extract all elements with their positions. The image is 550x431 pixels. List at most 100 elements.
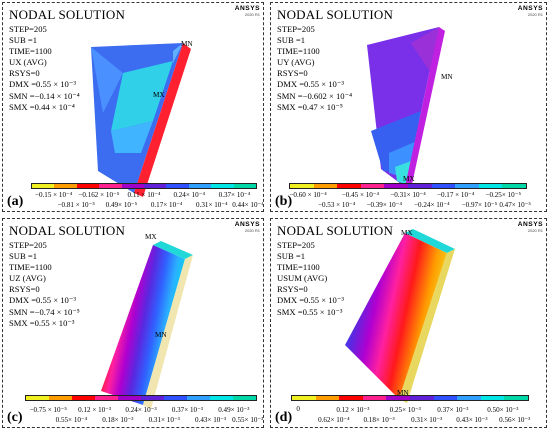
plate-top-edge [405,229,455,253]
marker-mx: MX [153,91,165,99]
legend-label: 0.25× 10⁻³ [389,406,421,414]
info-rsys: RSYS=0 [277,68,308,79]
legend-label: −0.60 × 10⁻⁴ [289,191,327,199]
legend-swatch [32,184,55,188]
info-step: STEP=205 [277,24,315,34]
ansys-logo: ANSYS 2020 R1 [517,5,543,17]
info-time: TIME=1100 [277,46,320,57]
panel-uz: MX MN NODAL SOLUTION STEP=205 SUB =1 TIM… [2,218,264,428]
legend-swatch [502,184,526,188]
legend-swatch [49,396,72,400]
panel-label: (a) [7,194,24,209]
info-sub: SUB =1 [277,251,306,262]
marker-mn: MN [181,40,193,48]
legend-label: 0.49× 10⁻⁵ [105,201,138,209]
legend-label: −0.45 × 10⁻⁴ [341,191,380,199]
legend-colorbar [291,395,529,401]
legend-swatch [455,184,479,188]
legend-swatch [433,396,458,400]
legend-label: −0.24× 10⁻⁴ [414,201,450,209]
info-smn: SMN =−0.74 × 10⁻⁵ [9,306,80,317]
marker-mn: MN [155,331,167,339]
legend-swatch [233,184,257,188]
marker-mx: MX [401,229,413,237]
contour-band [91,47,123,113]
plate-edge [399,249,455,403]
marker-mx: MX [403,175,415,183]
info-quantity: UY (AVG) [277,57,315,68]
legend-bottom-row: 0.62× 10⁻⁴ 0.18× 10⁻³ 0.31× 10⁻³ 0.43× 1… [291,415,530,425]
plate-contour [101,241,193,409]
marker-mn: MN [441,73,453,81]
legend-swatch [211,184,234,188]
marker-mx: MX [145,233,157,241]
legend-swatch [290,184,314,188]
legend-label: 0.11 × 10⁻⁴ [127,191,161,199]
panel-title: NODAL SOLUTION [9,7,126,22]
legend-swatch [339,396,363,400]
legend-bottom-row: −0.81 × 10⁻⁵ 0.49× 10⁻⁵ 0.17× 10⁻⁴ 0.31×… [31,200,263,210]
contour-band [173,43,183,63]
legend-swatch [431,184,456,188]
legend-top-row: −0.60 × 10⁻⁴ −0.45 × 10⁻⁴ −0.31× 10⁻⁴ −0… [289,190,527,200]
legend-swatch [362,396,387,400]
info-step: STEP=205 [9,240,47,250]
panel-label: (c) [7,410,23,425]
legend-label: −0.39× 10⁻⁴ [366,201,402,209]
info-smx: SMX =0.55 × 10⁻³ [277,306,343,317]
legend-swatch [99,184,122,188]
panel-title: NODAL SOLUTION [9,223,126,238]
panel-ux: MN MX NODAL SOLUTION STEP=205 SUB =1 TIM… [2,2,264,212]
legend-swatch [504,396,528,400]
legend-label: 0.43× 10⁻³ [456,416,488,424]
legend-label: 0.18× 10⁻³ [102,416,134,424]
info-block: STEP=205 SUB =1 TIME=1100 UZ (AVG) RSYS=… [9,240,80,329]
plate-top-edge [153,241,193,259]
legend-label: 0.43× 10⁻³ [195,416,227,424]
panel-label: (d) [275,410,293,425]
legend-label: 0.62× 10⁻⁴ [318,416,350,424]
plate-edge [405,27,445,189]
info-smx: SMX =0.47 × 10⁻⁵ [277,101,343,112]
ansys-logo: ANSYS 2020 R1 [234,221,260,233]
legend-swatch [480,396,505,400]
info-time: TIME=1100 [9,262,52,273]
legend-swatch [233,396,256,400]
panel-usum: MX MN NODAL SOLUTION STEP=205 SUB =1 TIM… [270,218,547,428]
panel-label: (b) [275,194,293,209]
legend-label: 0.24× 10⁻⁴ [173,191,205,199]
ansys-logo: ANSYS 2020 R1 [234,5,260,17]
info-smn: SMN =−0.602 × 10⁻⁴ [277,90,353,101]
legend-label: 0.37× 10⁻³ [437,406,469,414]
plate-edge [134,43,191,197]
legend-bottom-row: −0.53 × 10⁻⁴ −0.39× 10⁻⁴ −0.24× 10⁻⁴ −0.… [289,200,531,210]
legend-swatch [315,396,340,400]
legend-swatch [409,396,434,400]
info-time: TIME=1100 [277,262,320,273]
legend-swatch [210,396,233,400]
legend-swatch [164,396,187,400]
legend-swatch [166,184,189,188]
legend-label: 0.47× 10⁻⁵ [499,201,531,209]
legend-label: 0.44× 10⁻⁴ [232,201,264,209]
panel-uy: MN MX NODAL SOLUTION STEP=205 SUB =1 TIM… [270,2,547,212]
legend-swatch [26,396,49,400]
legend-swatch [407,184,432,188]
plate-edge [143,255,193,409]
info-block: STEP=205 SUB =1 TIME=1100 UX (AVG) RSYS=… [9,24,80,113]
info-quantity: USUM (AVG) [277,273,328,284]
legend-label: 0.17× 10⁻⁴ [150,201,183,209]
legend-label: 0.12 × 10⁻³ [78,406,112,414]
legend-label: 0.18× 10⁻³ [363,416,395,424]
legend-swatch [386,396,410,400]
plate-contour [345,229,455,403]
plate-face [101,245,185,405]
legend-label: 0.55× 10⁻⁴ [55,416,88,424]
legend-swatch [76,184,100,188]
info-time: TIME=1100 [9,46,52,57]
legend-label: 0.31× 10⁻³ [411,416,443,424]
info-smx: SMX =0.44 × 10⁻⁴ [9,101,75,112]
legend-swatch [118,396,141,400]
legend-label: −0.75 × 10⁻⁵ [29,406,67,414]
legend-bottom-row: 0.55× 10⁻⁴ 0.18× 10⁻³ 0.31× 10⁻³ 0.43× 1… [25,415,263,425]
